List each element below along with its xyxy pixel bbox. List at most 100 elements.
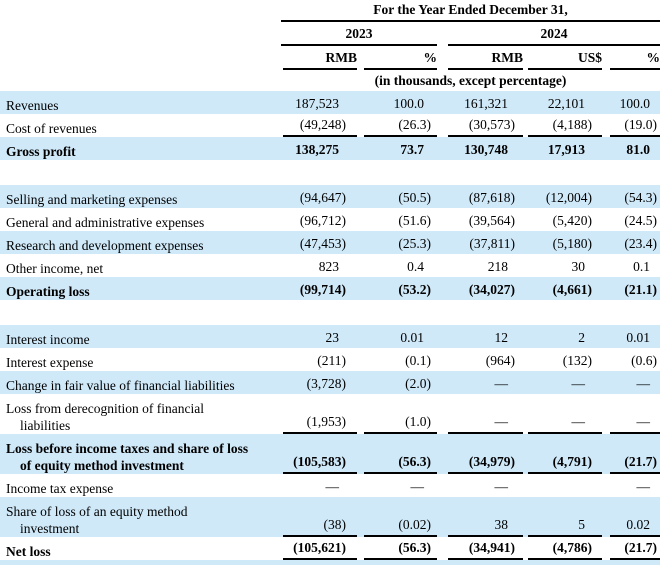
value-cell: 0.1 <box>633 259 651 274</box>
value-cell: (19.0) <box>602 114 660 137</box>
row-label: Loss from derecognition of financial liab… <box>6 401 204 433</box>
value-cell: (105,583) <box>281 434 357 474</box>
value-cell: 100.0 <box>357 91 437 114</box>
value-cell: (51.6) <box>398 213 431 228</box>
value-cell: — <box>325 479 340 494</box>
value-cell: — <box>523 371 602 394</box>
value-cell: 12 <box>437 325 523 348</box>
value-cell: 218 <box>487 259 508 274</box>
value-cell: 23 <box>281 325 357 348</box>
value-cell: (56.3) <box>357 537 437 560</box>
value-cell: 17,913 <box>523 137 602 160</box>
row-label: Net loss <box>6 544 51 559</box>
value-cell: (4,188) <box>523 114 602 137</box>
table-row: Income tax expense — — — — <box>0 474 660 497</box>
row-label: Share of loss of an equity method investm… <box>0 497 281 537</box>
value-cell: 130,748 <box>437 137 523 160</box>
col-header-rmb-2024: RMB <box>448 49 523 70</box>
value-cell: (21.7) <box>602 434 660 474</box>
value-cell: (50.5) <box>357 185 437 208</box>
value-cell: (34,979) <box>437 434 523 474</box>
header-subnote-row: (in thousands, except percentage) <box>0 70 660 91</box>
value-cell: 0.01 <box>602 325 660 348</box>
row-label: Loss before income taxes and share of lo… <box>0 434 281 474</box>
header-columns-row: RMB % RMB US$ % <box>0 46 660 70</box>
value-cell: 81.0 <box>602 137 660 160</box>
table-row: Loss from derecognition of financial liab… <box>0 394 660 434</box>
value-cell: 30 <box>571 259 586 274</box>
value-cell: (4,791) <box>523 434 602 474</box>
value-cell: — <box>437 394 523 434</box>
value-cell: (4,786) <box>523 537 602 560</box>
value-cell: (5,180) <box>523 231 602 254</box>
value-cell: (0.1) <box>405 353 431 368</box>
row-label: Revenues <box>0 91 281 114</box>
row-label: Interest income <box>0 325 281 348</box>
value-cell: (105,621) <box>281 537 357 560</box>
row-label: Research and development expenses <box>0 231 281 254</box>
value-cell: (5,420) <box>552 213 592 228</box>
table-row: Cost of revenues (49,248) (26.3) (30,573) (4… <box>0 114 660 137</box>
table-title: For the Year Ended December 31, <box>281 2 660 22</box>
value-cell: 2 <box>523 325 602 348</box>
table-row: General and administrative expenses (96,7… <box>0 208 660 231</box>
value-cell <box>523 474 602 497</box>
value-cell: (132) <box>562 353 592 368</box>
col-header-usd-2024: US$ <box>528 49 602 70</box>
table-row: Revenues 187,523 100.0 161,321 22,101 100.0 <box>0 91 660 114</box>
value-cell: (12,004) <box>523 185 602 208</box>
year-2024-label: 2024 <box>448 26 660 46</box>
value-cell: (1,953) <box>281 394 357 434</box>
value-cell: — <box>410 479 425 494</box>
table-row: Research and development expenses (47,453… <box>0 231 660 254</box>
table-row: Interest expense (211) (0.1) (964) (132) (0.6… <box>0 348 660 371</box>
value-cell: (26.3) <box>357 114 437 137</box>
value-cell: 73.7 <box>357 137 437 160</box>
table-row: Selling and marketing expenses (94,647) (5… <box>0 185 660 208</box>
value-cell: 22,101 <box>523 91 602 114</box>
value-cell: (56.3) <box>357 434 437 474</box>
value-cell: 0.4 <box>407 259 424 274</box>
value-cell: (2.0) <box>357 371 437 394</box>
value-cell: (34,941) <box>437 537 523 560</box>
value-cell: — <box>602 394 660 434</box>
value-cell: (4,661) <box>523 277 602 300</box>
next-row-strip <box>0 560 660 565</box>
value-cell: (25.3) <box>357 231 437 254</box>
table-row: Gross profit 138,275 73.7 130,748 17,913 81.0 <box>0 137 660 160</box>
value-cell: (0.02) <box>357 497 437 537</box>
table-row: Interest income 23 0.01 12 2 0.01 <box>0 325 660 348</box>
value-cell: (23.4) <box>602 231 660 254</box>
value-cell: (30,573) <box>437 114 523 137</box>
spacer-row <box>0 300 660 325</box>
value-cell: (53.2) <box>357 277 437 300</box>
table-row: Share of loss of an equity method investm… <box>0 497 660 537</box>
row-label: Operating loss <box>0 277 281 300</box>
table-body: Revenues 187,523 100.0 161,321 22,101 100.0 Co… <box>0 91 660 560</box>
table-row: Other income, net 823 0.4 218 30 0.1 <box>0 254 660 277</box>
row-label: General and administrative expenses <box>6 215 205 230</box>
value-cell: (34,027) <box>437 277 523 300</box>
row-label: Income tax expense <box>6 481 114 496</box>
value-cell: — <box>523 394 602 434</box>
value-cell: 823 <box>318 259 339 274</box>
row-label: Gross profit <box>0 137 281 160</box>
row-label: Interest expense <box>6 355 94 370</box>
value-cell: — <box>636 479 651 494</box>
row-label: Cost of revenues <box>6 121 97 136</box>
col-header-rmb-2023: RMB <box>283 49 357 70</box>
units-note: (in thousands, except percentage) <box>374 72 567 88</box>
value-cell: 161,321 <box>437 91 523 114</box>
value-cell: 0.02 <box>602 497 660 537</box>
col-header-pct-2024: % <box>610 49 660 70</box>
value-cell: (21.1) <box>602 277 660 300</box>
table-row: Net loss (105,621) (56.3) (34,941) (4,786) (2… <box>0 537 660 560</box>
value-cell: 38 <box>437 497 523 537</box>
row-label: Selling and marketing expenses <box>0 185 281 208</box>
value-cell: (49,248) <box>281 114 357 137</box>
value-cell: (39,564) <box>468 213 515 228</box>
value-cell: (964) <box>485 353 515 368</box>
value-cell: (1.0) <box>357 394 437 434</box>
table-row: Change in fair value of financial liabil… <box>0 371 660 394</box>
